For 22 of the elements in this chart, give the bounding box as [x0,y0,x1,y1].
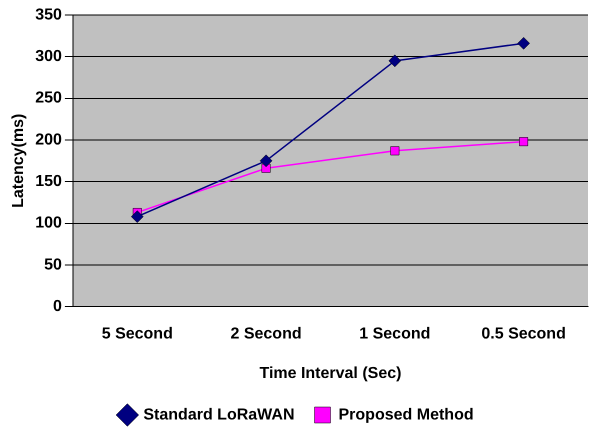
y-axis-title: Latency(ms) [10,114,28,208]
y-tick-label: 250 [35,90,62,107]
x-tick-label: 5 Second [102,326,173,343]
y-tick-label: 0 [52,298,62,316]
point [517,37,530,50]
point [390,146,400,156]
point [131,210,144,223]
x-tick-label: 1 Second [359,326,430,343]
y-tick-label: 350 [35,6,62,24]
legend-label: Proposed Method [338,406,474,424]
point [388,54,402,68]
y-tick-label: 100 [35,214,62,232]
x-tick-label: 0.5 Second [481,326,566,343]
y-tick-label: 200 [35,131,62,148]
y-tick-label: 50 [44,256,62,274]
x-tick-label: 2 Second [230,326,302,343]
x-axis-title: Time Interval (Sec) [259,364,402,382]
point [260,154,272,168]
legend-label: Standard LoRaWAN [143,406,295,424]
y-tick-label: 150 [35,173,62,190]
y-tick-label: 300 [35,48,62,66]
point [519,137,528,146]
